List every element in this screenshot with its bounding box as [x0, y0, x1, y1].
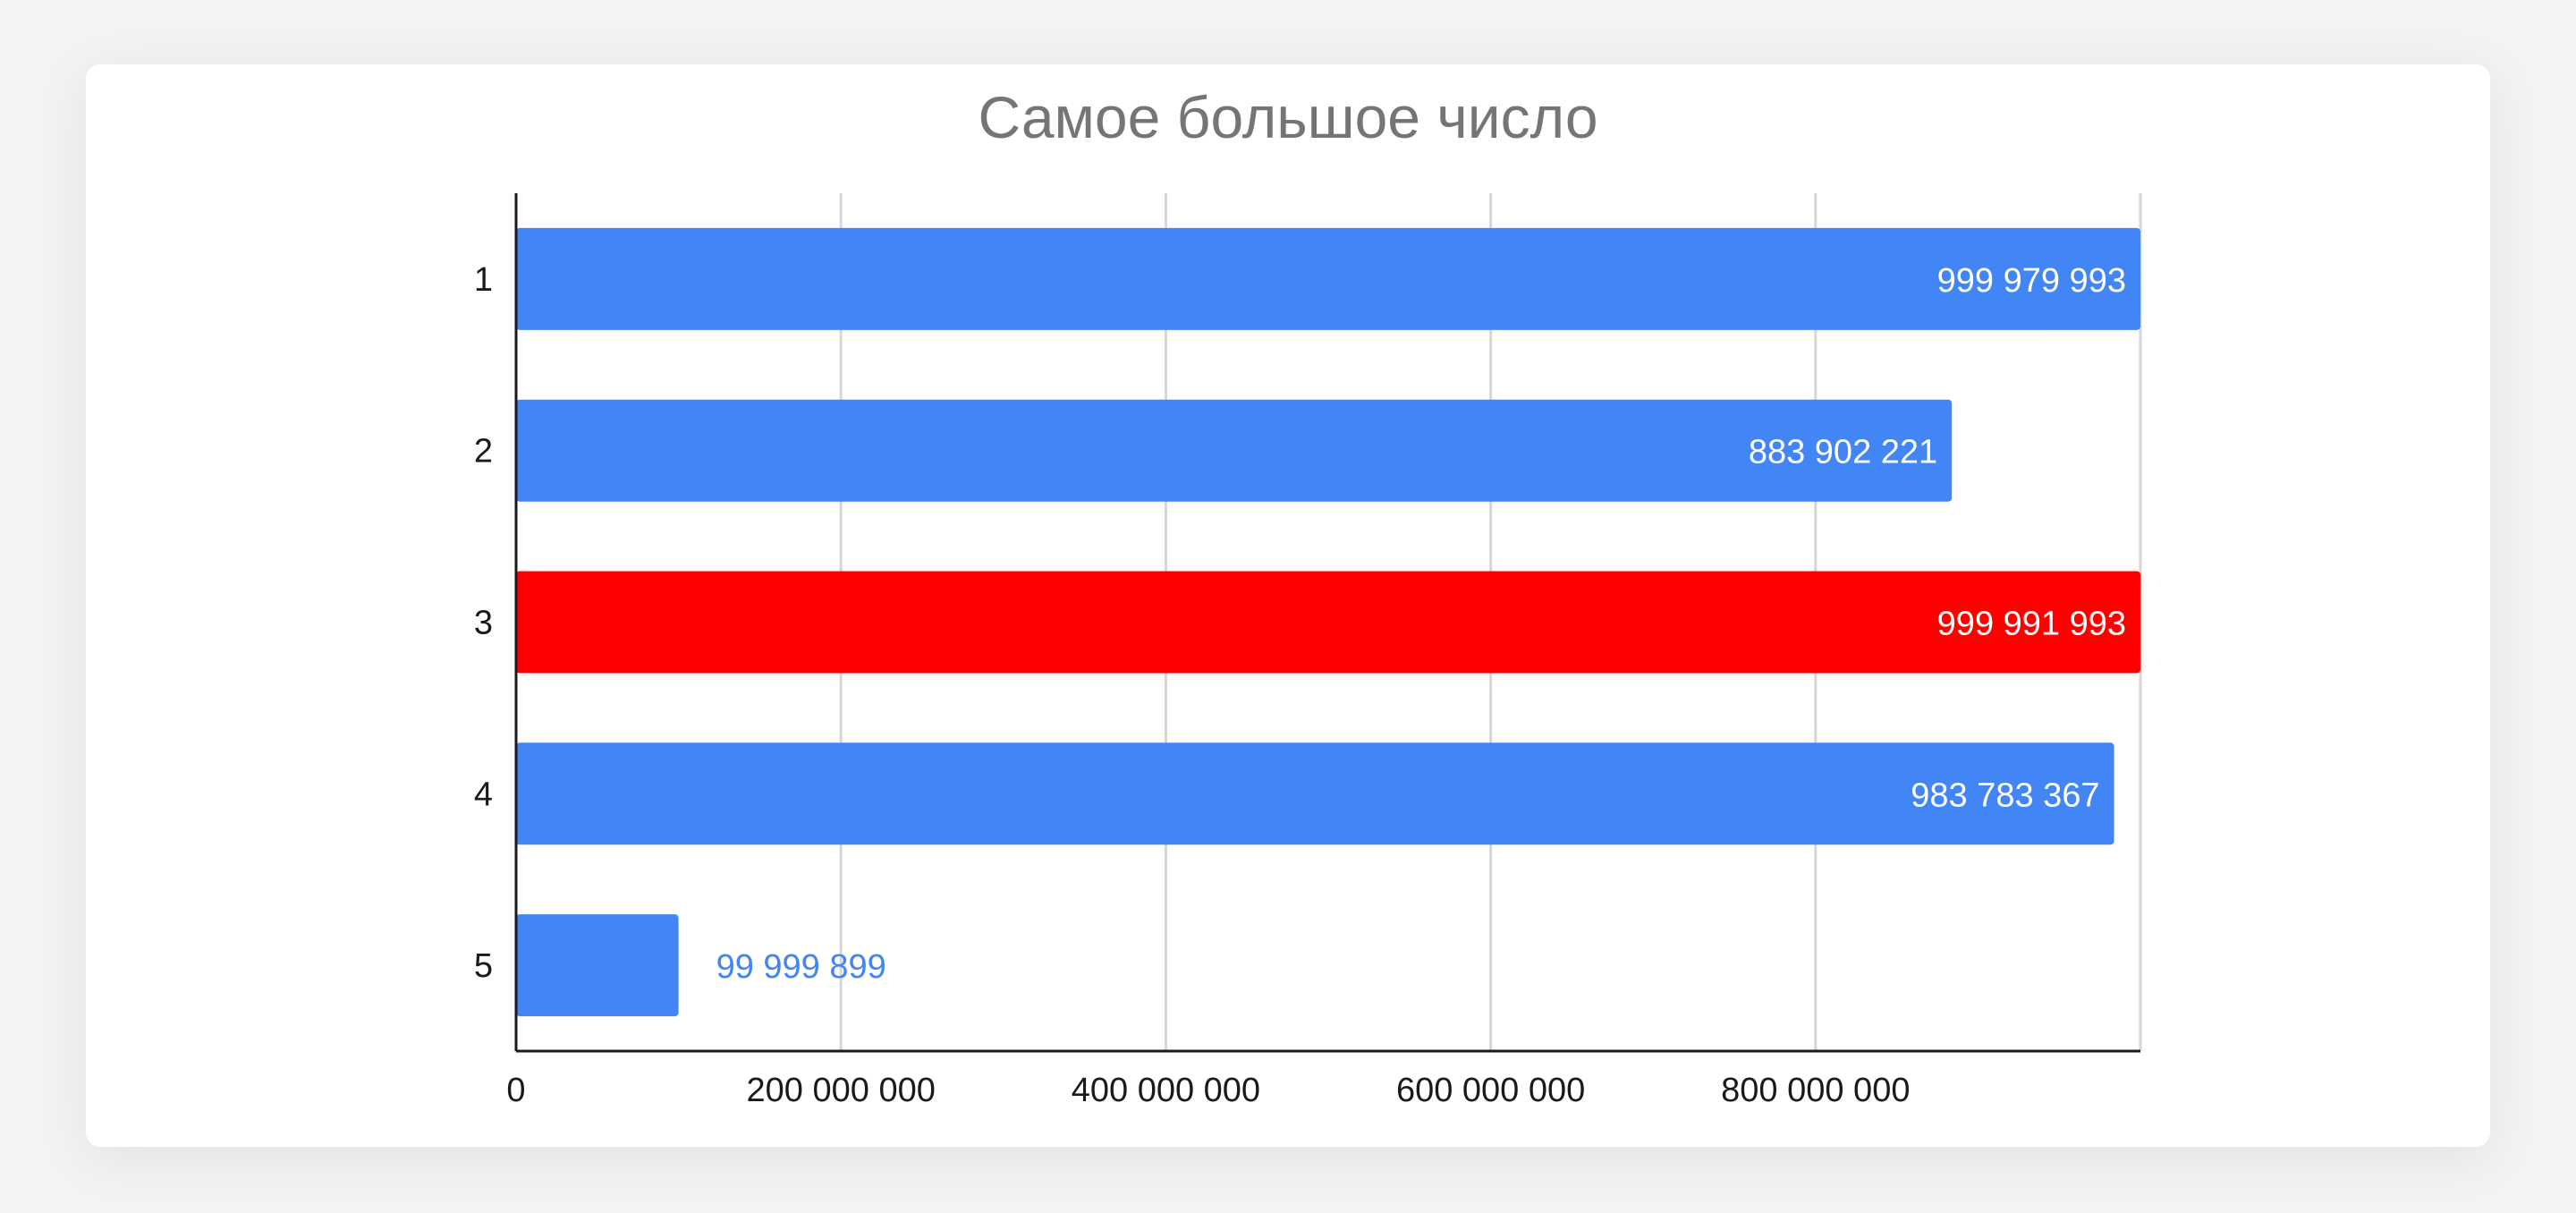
data-label-1: 999 979 993	[1937, 262, 2126, 300]
bars	[516, 227, 2140, 1017]
category-label-4: 4	[474, 776, 493, 813]
category-label-2: 2	[474, 433, 493, 471]
bar-1	[516, 227, 2140, 330]
x-tick-label-4: 800 000 000	[1721, 1072, 1910, 1109]
x-tick-label-2: 400 000 000	[1072, 1072, 1260, 1109]
labels: 1 999 979 993 2 883 902 221 3 999 991 993 4 983…	[474, 261, 2126, 1109]
bar-4	[516, 742, 2114, 845]
bar-5	[516, 914, 679, 1017]
data-label-4: 983 783 367	[1911, 776, 2099, 814]
x-tick-label-1: 200 000 000	[747, 1072, 936, 1109]
data-label-3: 999 991 993	[1937, 606, 2126, 643]
x-tick-label-3: 600 000 000	[1396, 1072, 1585, 1109]
data-label-5: 99 999 899	[716, 948, 886, 986]
bar-3	[516, 571, 2140, 674]
category-label-1: 1	[474, 261, 493, 299]
x-tick-label-0: 0	[506, 1072, 525, 1109]
chart-title: Самое большое число	[978, 84, 1597, 150]
chart-card: Самое большое число 1 999 979 993 2 883 902…	[86, 64, 2490, 1147]
bar-chart: Самое большое число 1 999 979 993 2 883 902…	[474, 84, 2142, 1109]
bar-2	[516, 399, 1953, 502]
axes	[514, 193, 2140, 1053]
category-label-3: 3	[474, 605, 493, 642]
category-label-5: 5	[474, 947, 493, 985]
data-label-2: 883 902 221	[1749, 434, 1937, 471]
